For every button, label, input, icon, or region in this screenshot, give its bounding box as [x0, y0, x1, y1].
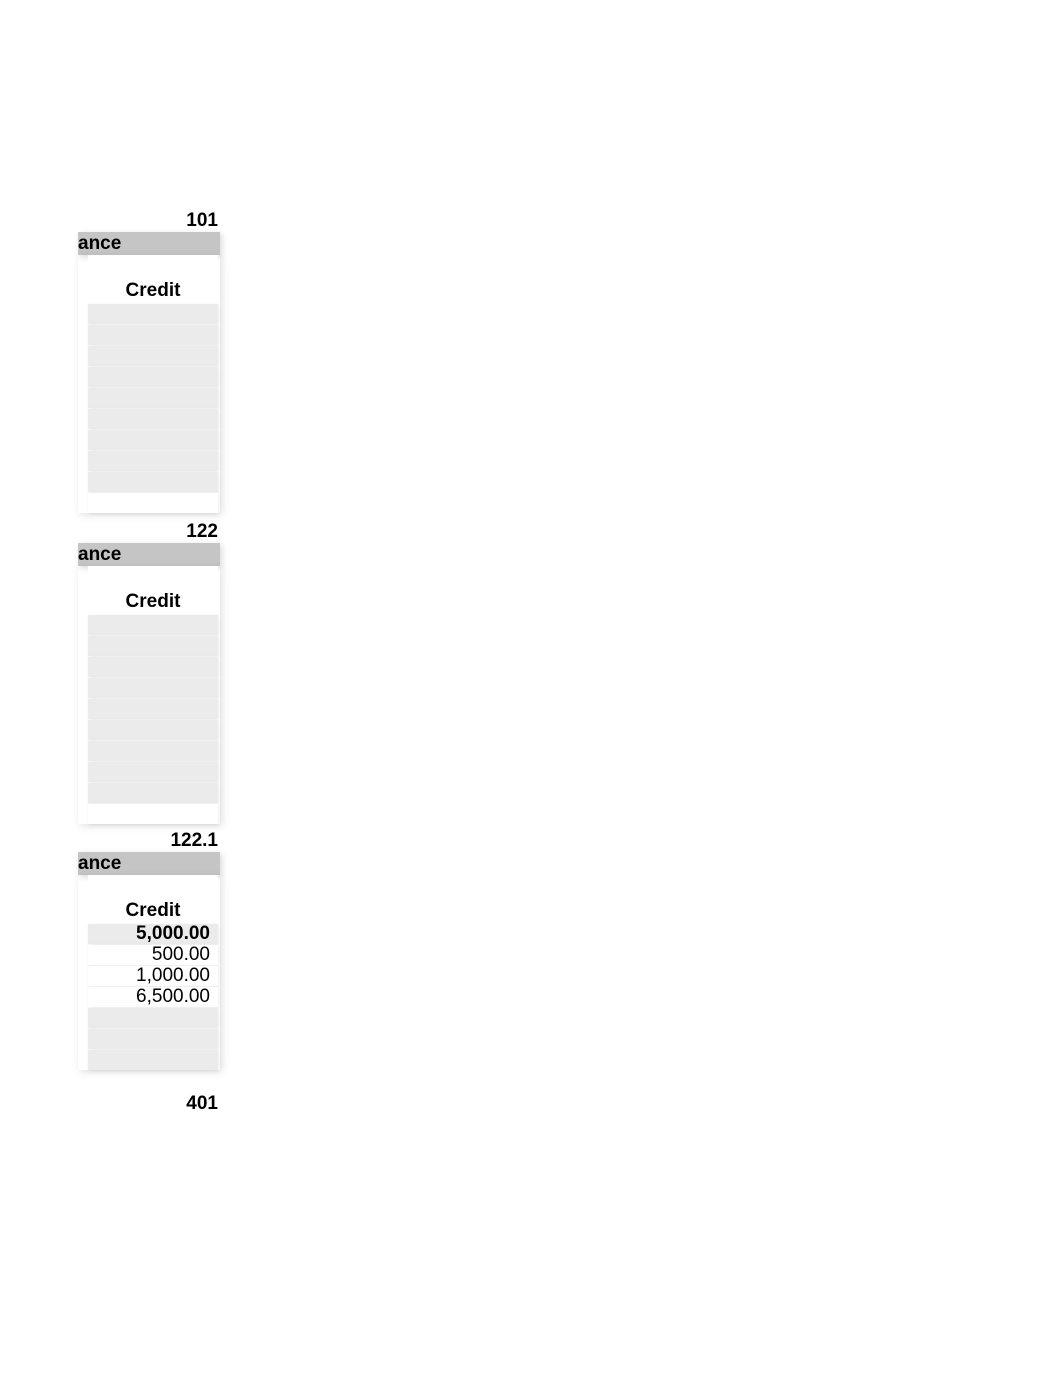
credit-header: Credit: [88, 590, 218, 614]
data-row: [88, 741, 218, 761]
spacer-row: [88, 566, 218, 590]
account-number: 101: [78, 210, 220, 232]
data-row: [88, 304, 218, 324]
data-row: [88, 325, 218, 345]
ledger-section-101: 101 ance Credit: [78, 210, 220, 513]
spacer-row: [88, 255, 218, 279]
data-row: [88, 430, 218, 450]
data-row: [88, 762, 218, 782]
ledger-section-122: 122 ance Credit: [78, 521, 220, 824]
balance-bar: ance: [78, 543, 220, 566]
credit-header: Credit: [88, 279, 218, 303]
data-row: [88, 720, 218, 740]
data-row: [88, 657, 218, 677]
data-row: [88, 388, 218, 408]
data-row: [88, 636, 218, 656]
data-row: [88, 1008, 218, 1028]
ledger-section-401: 401: [78, 1093, 220, 1115]
account-number: 122: [78, 521, 220, 543]
data-row: 500.00: [88, 945, 218, 965]
data-row: [88, 346, 218, 366]
data-row: 1,000.00: [88, 966, 218, 986]
data-row: [88, 409, 218, 429]
data-row: [88, 451, 218, 471]
balance-bar: ance: [78, 232, 220, 255]
account-number: 401: [78, 1093, 220, 1115]
ledger-table: Credit: [78, 255, 220, 513]
spacer-row: [88, 875, 218, 899]
data-row: [88, 804, 218, 824]
data-row: [88, 1050, 218, 1070]
credit-header: Credit: [88, 899, 218, 923]
balance-bar: ance: [78, 852, 220, 875]
data-row: [88, 472, 218, 492]
ledger-table: Credit: [78, 566, 220, 824]
ledger-table: Credit 5,000.00 500.00 1,000.00 6,500.00: [78, 875, 220, 1070]
account-number: 122.1: [78, 830, 220, 852]
data-row: [88, 493, 218, 513]
data-row: [88, 367, 218, 387]
data-row: [88, 615, 218, 635]
ledger-section-122-1: 122.1 ance Credit 5,000.00 500.00 1,000.…: [78, 830, 220, 1070]
data-row: [88, 699, 218, 719]
data-row: [88, 678, 218, 698]
data-row: [88, 783, 218, 803]
data-row: 5,000.00: [88, 924, 218, 944]
data-row: 6,500.00: [88, 987, 218, 1007]
data-row: [88, 1029, 218, 1049]
